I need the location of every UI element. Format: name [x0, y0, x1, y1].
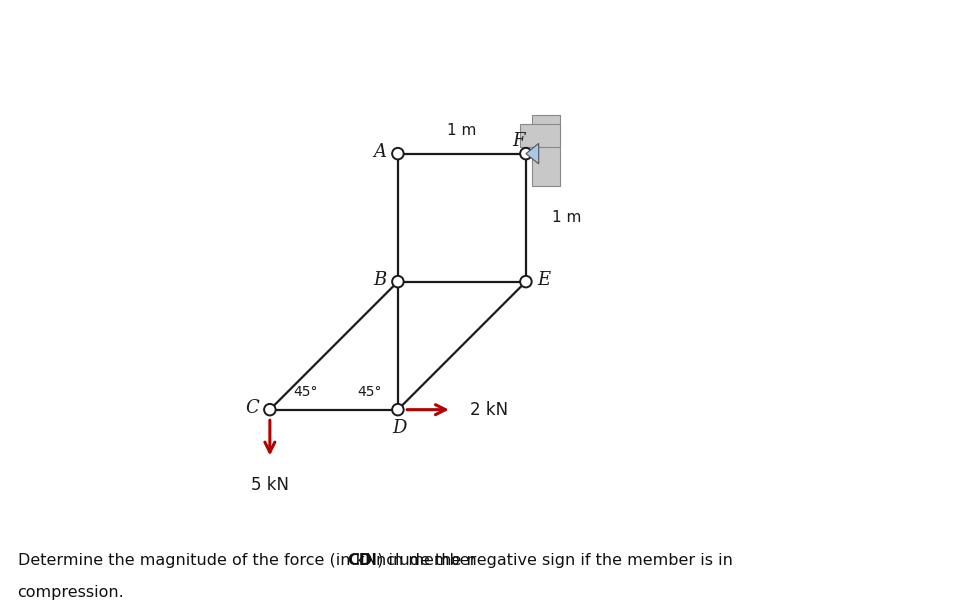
- Text: . Include the negative sign if the member is in: . Include the negative sign if the membe…: [361, 553, 733, 568]
- Text: 1 m: 1 m: [448, 123, 477, 138]
- Text: C: C: [245, 400, 258, 417]
- Text: A: A: [373, 144, 386, 161]
- Text: 2 kN: 2 kN: [470, 401, 508, 419]
- Bar: [520, 124, 561, 147]
- Circle shape: [392, 148, 404, 159]
- Text: 45°: 45°: [358, 385, 382, 399]
- Text: 5 kN: 5 kN: [251, 476, 289, 494]
- Text: B: B: [373, 271, 387, 290]
- Text: E: E: [537, 271, 551, 290]
- Text: CD: CD: [347, 553, 372, 568]
- Bar: [532, 115, 561, 186]
- Text: F: F: [512, 132, 525, 150]
- Polygon shape: [526, 144, 539, 164]
- Text: D: D: [392, 419, 407, 437]
- Circle shape: [520, 148, 531, 159]
- Circle shape: [264, 404, 276, 415]
- Text: 1 m: 1 m: [552, 210, 581, 225]
- Text: Determine the magnitude of the force (in kN) in member: Determine the magnitude of the force (in…: [18, 553, 481, 568]
- Circle shape: [520, 276, 531, 287]
- Text: 45°: 45°: [293, 385, 318, 399]
- Circle shape: [392, 276, 404, 287]
- Circle shape: [392, 404, 404, 415]
- Text: compression.: compression.: [18, 585, 124, 601]
